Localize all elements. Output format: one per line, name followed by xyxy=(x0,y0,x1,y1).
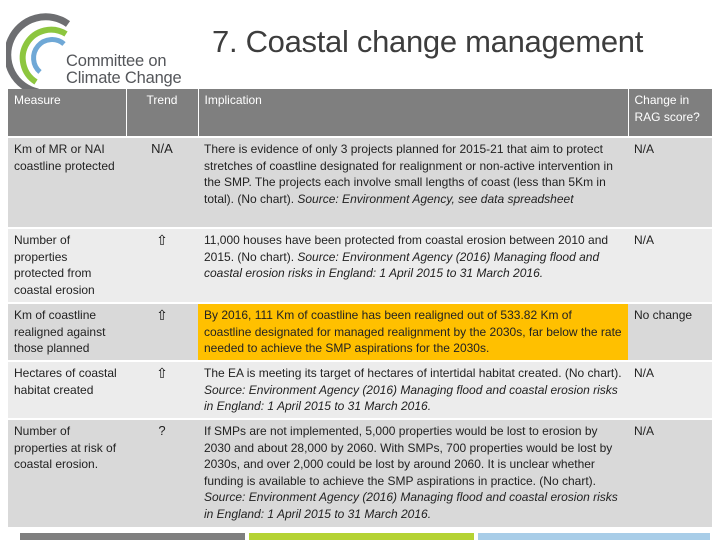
cell-implication: There is evidence of only 3 projects pla… xyxy=(198,136,628,228)
cell-measure: Number of properties at risk of coastal … xyxy=(8,418,126,527)
implication-text: The EA is meeting its target of hectares… xyxy=(204,366,622,380)
header-measure: Measure xyxy=(8,89,127,137)
cell-trend: ? xyxy=(126,418,198,527)
source-label: Source xyxy=(297,249,336,264)
footer-color-bars xyxy=(20,533,720,540)
table-row: Hectares of coastal habitat created ⇧ Th… xyxy=(8,360,712,419)
cell-rag: N/A xyxy=(628,136,712,228)
cell-measure: Km of coastline realigned against those … xyxy=(8,302,126,361)
up-arrow-icon: ⇧ xyxy=(156,232,168,248)
logo-line-1: Committee on xyxy=(66,52,167,70)
source-text: : Environment Agency, see data spreadshe… xyxy=(335,191,574,206)
table-row: Number of properties protected from coas… xyxy=(8,227,712,303)
cell-measure: Km of MR or NAI coastline protected xyxy=(8,136,126,228)
source-text: : Environment Agency (2016) Managing flo… xyxy=(204,382,618,414)
table-row: Km of coastline realigned against those … xyxy=(8,302,712,361)
up-arrow-icon: ⇧ xyxy=(156,365,168,381)
logo-line-2: Climate Change xyxy=(66,69,182,87)
cell-implication: If SMPs are not implemented, 5,000 prope… xyxy=(198,418,628,527)
header-rag: Change in RAG score? xyxy=(628,89,712,137)
footer-bar-blue xyxy=(478,533,710,540)
source-label: Source xyxy=(297,191,336,206)
cell-rag: N/A xyxy=(628,360,712,419)
source-label: Source xyxy=(204,490,243,505)
cell-trend: ⇧ xyxy=(126,360,198,419)
table-header-row: Measure Trend Implication Change in RAG … xyxy=(8,89,712,137)
cell-implication: 11,000 houses have been protected from c… xyxy=(198,227,628,303)
source-text: : Environment Agency (2016) Managing flo… xyxy=(204,249,600,281)
ccc-logo: Committee on Climate Change xyxy=(6,4,196,96)
cell-implication-amber: By 2016, 111 Km of coastline has been re… xyxy=(198,302,628,361)
cell-trend: ⇧ xyxy=(126,302,198,361)
header-trend: Trend xyxy=(126,89,199,137)
logo-wordmark: Committee on Climate Change xyxy=(66,53,182,87)
footer-bar-grey xyxy=(20,533,245,540)
header-implication: Implication xyxy=(198,89,629,137)
up-arrow-icon: ⇧ xyxy=(156,307,168,323)
cell-trend: N/A xyxy=(126,136,198,228)
table-row: Number of properties at risk of coastal … xyxy=(8,418,712,527)
source-text: : Environment Agency (2016) Managing flo… xyxy=(204,490,618,521)
page-title: 7. Coastal change management xyxy=(212,24,644,59)
cell-trend: ⇧ xyxy=(126,227,198,303)
logo-swirl-icon xyxy=(6,13,71,96)
implication-text: 11,000 houses have been protected from c… xyxy=(204,233,609,264)
measures-table: Measure Trend Implication Change in RAG … xyxy=(8,89,712,527)
cell-measure: Hectares of coastal habitat created xyxy=(8,360,126,419)
implication-text: There is evidence of only 3 projects pla… xyxy=(204,142,613,206)
cell-rag: N/A xyxy=(628,418,712,527)
cell-measure: Number of properties protected from coas… xyxy=(8,227,126,303)
footer-bar-green xyxy=(249,533,474,540)
source-label: Source xyxy=(204,382,243,397)
cell-implication: The EA is meeting its target of hectares… xyxy=(198,360,628,419)
cell-rag: N/A xyxy=(628,227,712,303)
cell-rag: No change xyxy=(628,302,712,361)
implication-text: If SMPs are not implemented, 5,000 prope… xyxy=(204,424,613,488)
table-row: Km of MR or NAI coastline protected N/A … xyxy=(8,136,712,228)
